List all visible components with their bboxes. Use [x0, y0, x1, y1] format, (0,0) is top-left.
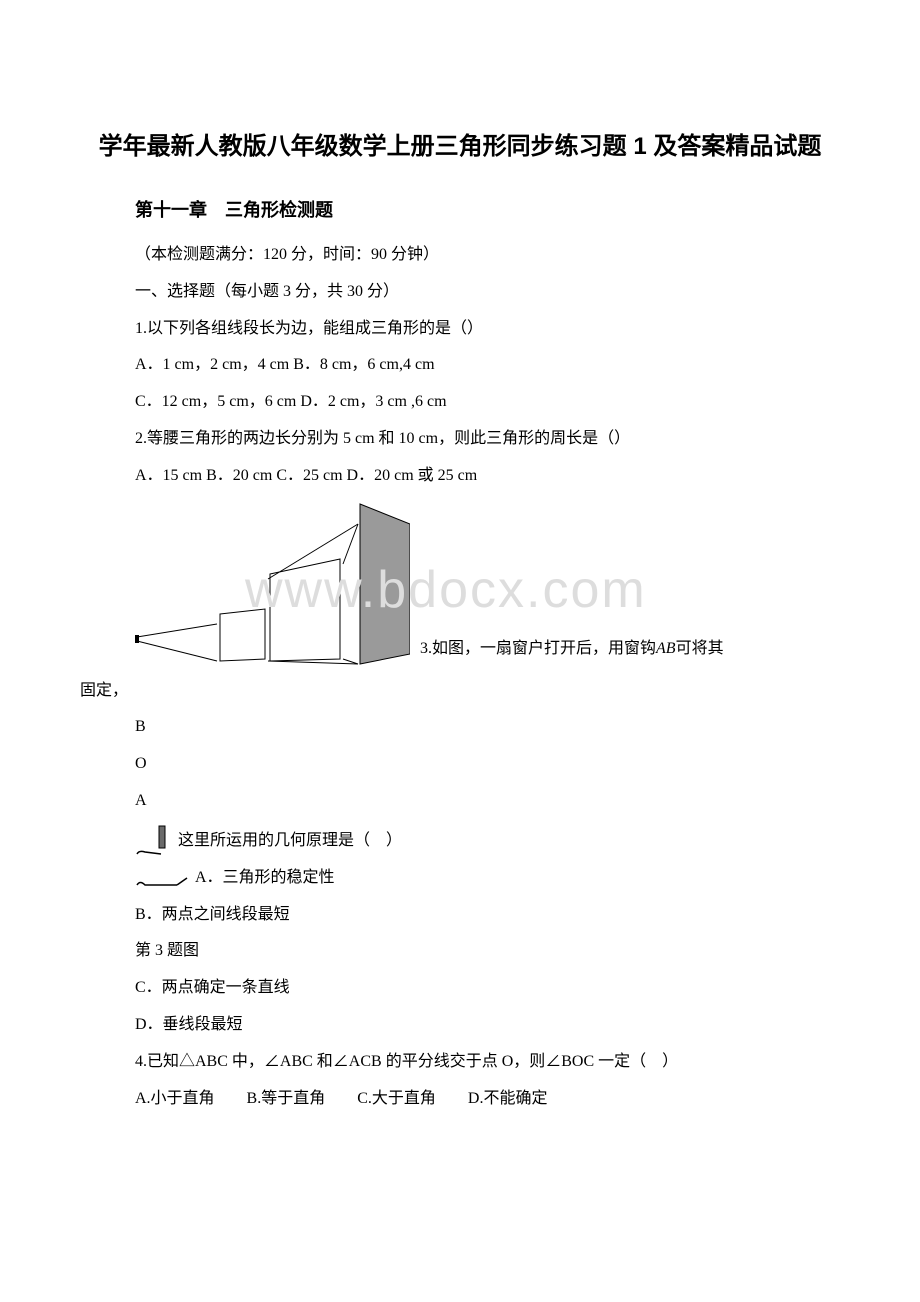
question-1: 1.以下列各组线段长为边，能组成三角形的是（）: [135, 315, 840, 344]
section-header: 一、选择题（每小题 3 分，共 30 分）: [135, 278, 840, 307]
hook-icon-2: [135, 875, 190, 893]
question-3-option-c: C．两点确定一条直线: [135, 974, 840, 1003]
question-3-prefix: 3.如图，一扇窗户打开后，用窗钩: [420, 640, 656, 657]
question-3-option-b: B．两点之间线段最短: [135, 901, 840, 930]
hook-icon-1: [135, 824, 173, 856]
question-2: 2.等腰三角形的两边长分别为 5 cm 和 10 cm，则此三角形的周长是（）: [135, 425, 840, 454]
label-o: O: [135, 750, 840, 779]
main-title: 学年最新人教版八年级数学上册三角形同步练习题 1 及答案精品试题: [80, 130, 840, 164]
exam-info: （本检测题满分：120 分，时间：90 分钟）: [135, 241, 840, 270]
question-3-text: 3.如图，一扇窗户打开后，用窗钩AB可将其: [420, 635, 724, 669]
question-3-figure-row: www.bdocx.com 3.如图，一扇窗户打开后，用窗钩AB可将其: [135, 499, 840, 669]
chapter-subtitle: 第十一章 三角形检测题: [135, 194, 840, 226]
principle-line: 这里所运用的几何原理是（ ）: [135, 824, 840, 856]
question-3-suffix: 可将其: [676, 640, 724, 657]
window-figure: [135, 499, 410, 669]
label-a: A: [135, 787, 840, 816]
label-b: B: [135, 713, 840, 742]
question-3-ab: AB: [656, 640, 676, 657]
question-3-principle: 这里所运用的几何原理是（ ）: [178, 827, 402, 856]
option-a-line: A．三角形的稳定性: [135, 864, 840, 893]
question-3-option-a: A．三角形的稳定性: [195, 864, 335, 893]
question-2-options: A．15 cm B．20 cm C．25 cm D．20 cm 或 25 cm: [135, 462, 840, 491]
figure-3-caption: 第 3 题图: [135, 937, 840, 966]
question-4-options: A.小于直角 B.等于直角 C.大于直角 D.不能确定: [135, 1085, 840, 1114]
question-3-option-d: D．垂线段最短: [135, 1011, 840, 1040]
question-1-options-ab: A．1 cm，2 cm，4 cm B．8 cm，6 cm,4 cm: [135, 351, 840, 380]
question-3-continuation: 固定，: [80, 677, 840, 706]
question-1-options-cd: C．12 cm，5 cm，6 cm D．2 cm，3 cm ,6 cm: [135, 388, 840, 417]
question-4: 4.已知△ABC 中，∠ABC 和∠ACB 的平分线交于点 O，则∠BOC 一定…: [135, 1048, 840, 1077]
